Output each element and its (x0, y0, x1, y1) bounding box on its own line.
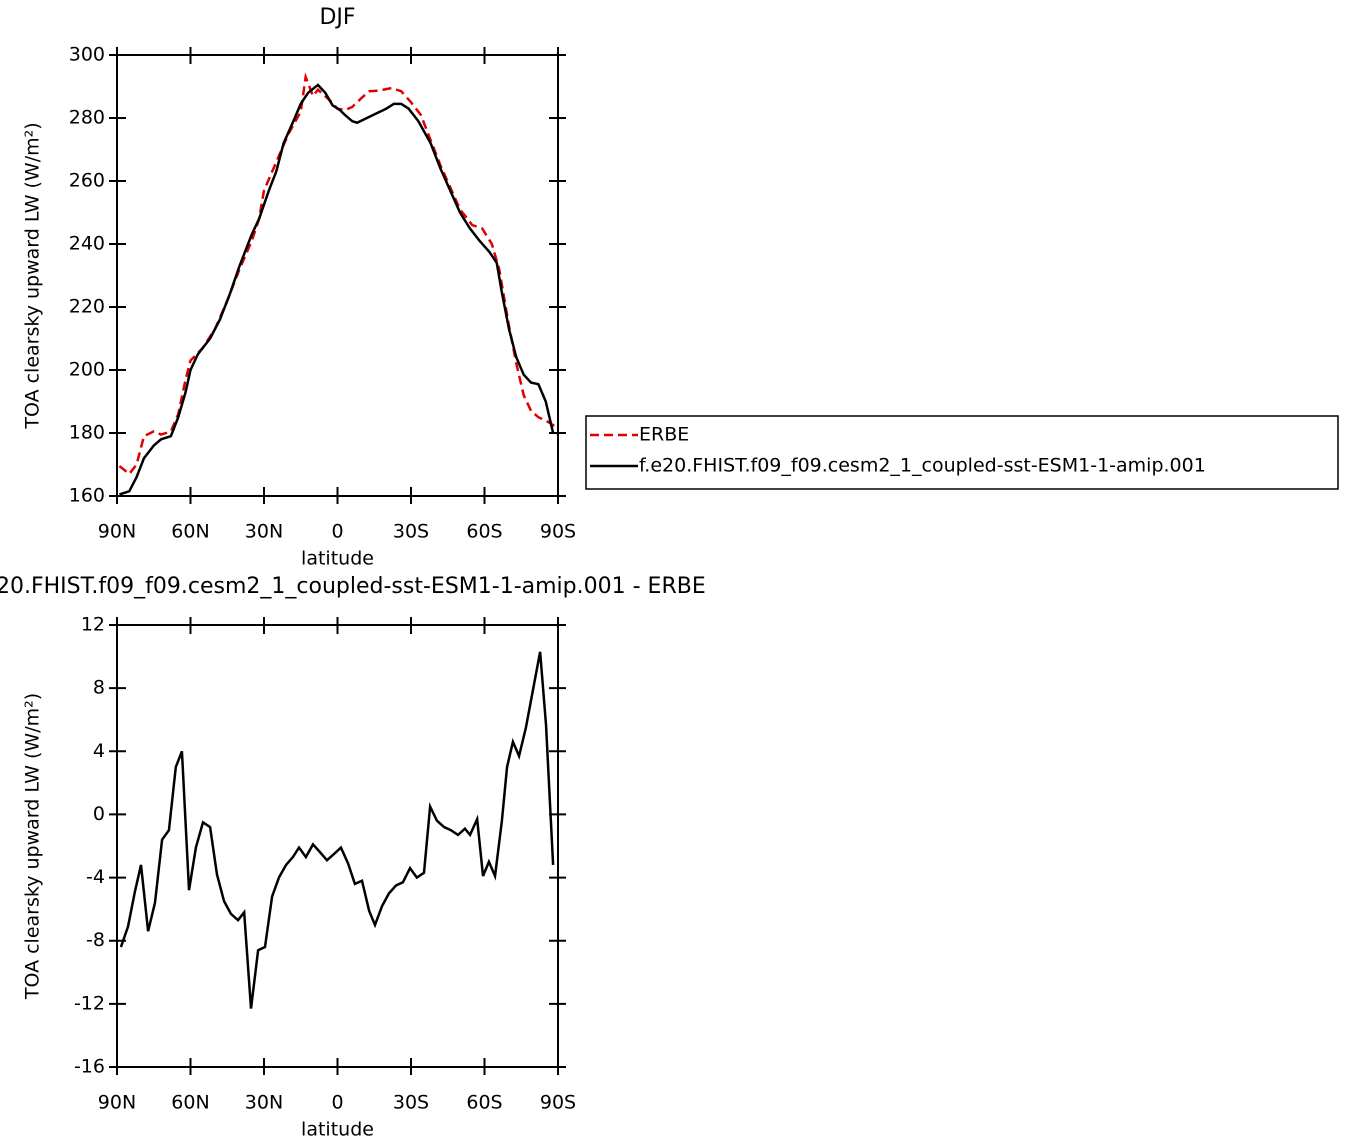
y-tick-label: 240 (69, 233, 105, 255)
x-tick-label: 90S (540, 521, 576, 543)
x-axis-label: latitude (301, 1119, 374, 1141)
y-tick-label: -16 (74, 1056, 105, 1078)
x-tick-label: 90N (98, 1092, 136, 1114)
y-tick-label: 8 (93, 677, 105, 699)
y-tick-label: 160 (69, 485, 105, 507)
data-line (118, 72, 557, 476)
chart-title: DJF (319, 5, 355, 30)
chart-title: f.e20.FHIST.f09_f09.cesm2_1_coupled-sst-… (0, 574, 706, 599)
x-tick-label: 30S (393, 521, 429, 543)
y-tick-label: 0 (93, 803, 105, 825)
y-tick-label: -12 (74, 992, 105, 1014)
x-tick-label: 30N (245, 1092, 283, 1114)
plot-frame (116, 54, 559, 497)
x-tick-label: 60N (171, 1092, 209, 1114)
x-axis-label: latitude (301, 548, 374, 570)
x-tick-label: 60N (171, 521, 209, 543)
y-tick-label: 260 (69, 170, 105, 192)
y-tick-label: -8 (86, 929, 105, 951)
x-tick-label: 0 (331, 1092, 343, 1114)
data-line (119, 83, 555, 496)
x-tick-label: 30N (245, 521, 283, 543)
y-tick-label: -4 (86, 866, 105, 888)
legend-box (585, 415, 1339, 490)
y-tick-label: 300 (69, 44, 105, 66)
y-tick-label: 200 (69, 359, 105, 381)
x-tick-label: 90N (98, 521, 136, 543)
legend-label: ERBE (639, 424, 689, 446)
x-tick-label: 30S (393, 1092, 429, 1114)
y-axis-label: TOA clearsky upward LW (W/m²) (22, 122, 44, 429)
y-axis-label: TOA clearsky upward LW (W/m²) (22, 693, 44, 1000)
plot-frame (116, 624, 559, 1068)
y-tick-label: 220 (69, 296, 105, 318)
y-tick-label: 12 (81, 614, 105, 636)
data-line (119, 651, 555, 1009)
y-tick-label: 180 (69, 422, 105, 444)
legend-label: f.e20.FHIST.f09_f09.cesm2_1_coupled-sst-… (639, 455, 1206, 477)
x-tick-label: 0 (331, 521, 343, 543)
x-tick-label: 60S (466, 1092, 502, 1114)
y-tick-label: 4 (93, 740, 105, 762)
y-tick-label: 280 (69, 107, 105, 129)
x-tick-label: 60S (466, 521, 502, 543)
x-tick-label: 90S (540, 1092, 576, 1114)
